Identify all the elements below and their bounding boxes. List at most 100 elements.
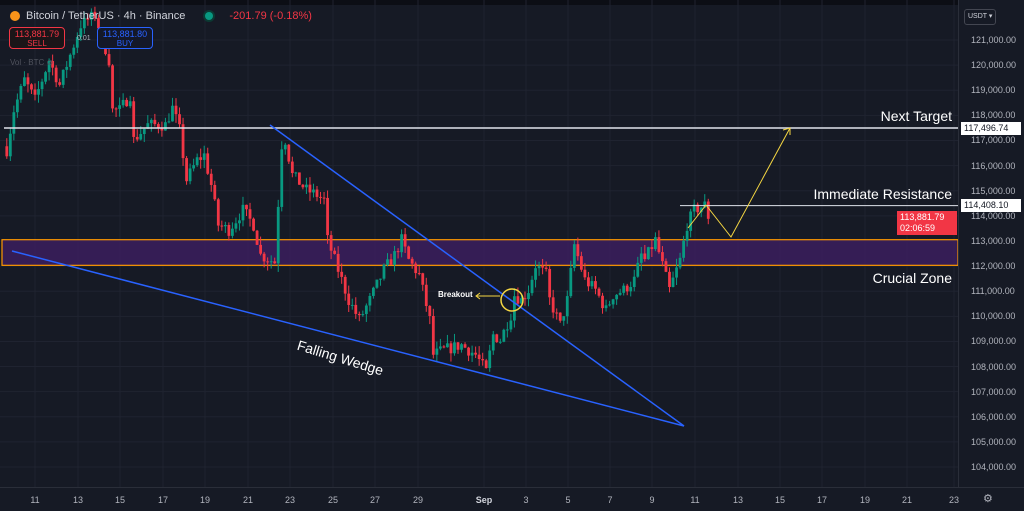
candle-body bbox=[185, 158, 188, 182]
price-tick-label: 111,000.00 bbox=[971, 286, 1015, 297]
candle-body bbox=[308, 184, 312, 193]
currency-dropdown[interactable]: USDT ▾ bbox=[964, 9, 996, 25]
candle-body bbox=[135, 136, 139, 140]
time-tick-label: 23 bbox=[948, 495, 960, 505]
candle-body bbox=[474, 352, 478, 355]
candle-body bbox=[491, 334, 495, 351]
price-tick-label: 113,000.00 bbox=[971, 235, 1016, 246]
candle-body bbox=[107, 54, 111, 66]
candle-body bbox=[537, 266, 541, 269]
last-price-label: 113,881.79 02:06:59 bbox=[897, 210, 957, 235]
candle-body bbox=[527, 293, 530, 300]
candle-body bbox=[213, 184, 217, 200]
currency-label: USDT bbox=[968, 13, 987, 20]
volume-legend[interactable]: Vol · BTC ⊘ bbox=[10, 58, 53, 67]
candle-body bbox=[449, 343, 453, 354]
candle-body bbox=[350, 304, 354, 306]
candle-body bbox=[403, 234, 407, 247]
time-tick-label: 23 bbox=[284, 495, 296, 505]
time-axis[interactable]: 11 13 15 17 19 21 23 25 27 29 Sep 3 5 7 9 11 13 15 17 19 21 2… bbox=[0, 487, 1024, 511]
candle-body bbox=[629, 287, 633, 292]
candle-body bbox=[287, 144, 291, 162]
candle-body bbox=[481, 359, 485, 361]
candle-body bbox=[167, 121, 171, 123]
candle-body bbox=[675, 267, 678, 278]
candle-body bbox=[178, 114, 181, 125]
candle-body bbox=[502, 329, 506, 342]
time-tick-label: 7 bbox=[607, 495, 613, 505]
candle-body bbox=[671, 277, 675, 287]
chevron-down-icon: ▾ bbox=[988, 13, 993, 20]
candle-body bbox=[368, 295, 372, 306]
price-tick-label: 120,000.00 bbox=[971, 60, 1017, 71]
settings-gear-icon[interactable]: ⚙ bbox=[983, 493, 993, 505]
chart-pane[interactable] bbox=[0, 0, 958, 487]
candle-body bbox=[234, 223, 238, 229]
symbol-legend[interactable]: Bitcoin / TetherUS · 4h · Binance -201.7… bbox=[10, 10, 312, 22]
candle-body bbox=[375, 279, 379, 288]
candle-body bbox=[153, 119, 157, 125]
candle-body bbox=[689, 211, 693, 231]
crucial-zone-text[interactable]: Crucial Zone bbox=[872, 270, 952, 286]
candle-body bbox=[118, 105, 121, 109]
sell-price: 113,881.79 bbox=[14, 29, 60, 39]
candle-body bbox=[699, 207, 703, 213]
time-tick-label: 19 bbox=[859, 495, 871, 505]
candle-body bbox=[248, 209, 252, 219]
candle-body bbox=[453, 342, 456, 354]
candle-body bbox=[216, 199, 220, 226]
time-tick-label: 13 bbox=[72, 495, 84, 505]
last-price: 113,881.79 bbox=[900, 211, 945, 222]
symbol-title: Bitcoin / TetherUS · 4h · Binance bbox=[26, 10, 186, 22]
candle-body bbox=[58, 82, 62, 85]
chart-canvas[interactable] bbox=[0, 0, 958, 487]
candle-body bbox=[625, 285, 629, 292]
eye-hidden-icon[interactable]: ⊘ bbox=[46, 58, 54, 67]
top-toolbar-edge bbox=[0, 0, 1024, 5]
projection-path[interactable] bbox=[687, 127, 791, 238]
candle-body bbox=[354, 304, 358, 314]
crucial-zone-rect[interactable] bbox=[1, 239, 958, 266]
candle-body bbox=[72, 47, 76, 55]
candle-body bbox=[259, 244, 262, 254]
candle-body bbox=[280, 149, 284, 207]
wedge-lower-trendline[interactable] bbox=[11, 250, 685, 427]
candle-body bbox=[428, 306, 432, 317]
price-axis[interactable]: USDT ▾ 121,000.00 120,000.00 119,000.00 118… bbox=[897, 0, 1024, 487]
buy-button[interactable]: 113,881.80 BUY bbox=[97, 27, 153, 49]
candle-body bbox=[312, 189, 315, 193]
candle-body bbox=[379, 278, 382, 280]
candle-body bbox=[37, 89, 40, 95]
candle-body bbox=[513, 296, 516, 321]
candle-body bbox=[171, 105, 174, 122]
time-tick-label: 19 bbox=[199, 495, 211, 505]
candle-body bbox=[587, 277, 590, 287]
candle-body bbox=[594, 281, 597, 289]
next-target-text[interactable]: Next Target bbox=[880, 108, 952, 124]
candle-body bbox=[495, 334, 499, 343]
candle-body bbox=[93, 11, 97, 19]
breakout-arrow[interactable] bbox=[475, 292, 500, 300]
time-tick-label: 21 bbox=[901, 495, 913, 505]
wedge-upper-trendline[interactable] bbox=[269, 124, 685, 427]
candle-body bbox=[396, 251, 400, 253]
candle-body bbox=[530, 279, 534, 294]
candle-body bbox=[579, 256, 583, 270]
candle-body bbox=[523, 298, 527, 300]
immediate-resistance-text[interactable]: Immediate Resistance bbox=[813, 186, 952, 202]
candle-body bbox=[68, 54, 72, 67]
candle-body bbox=[654, 237, 657, 250]
candle-body bbox=[283, 144, 287, 150]
candle-body bbox=[164, 122, 167, 131]
price-change: -201.79 (-0.18%) bbox=[229, 10, 312, 22]
breakout-circle[interactable] bbox=[500, 288, 524, 312]
candle-body bbox=[51, 60, 55, 68]
sell-button[interactable]: 113,881.79 SELL bbox=[9, 27, 65, 49]
candle-body bbox=[438, 346, 442, 349]
candle-body bbox=[488, 350, 492, 369]
price-tick-label: 107,000.00 bbox=[971, 386, 1017, 397]
candle-body bbox=[231, 228, 234, 236]
candle-body bbox=[82, 17, 86, 29]
price-tick-label: 104,000.00 bbox=[971, 462, 1017, 473]
breakout-text[interactable]: Breakout bbox=[438, 290, 473, 299]
